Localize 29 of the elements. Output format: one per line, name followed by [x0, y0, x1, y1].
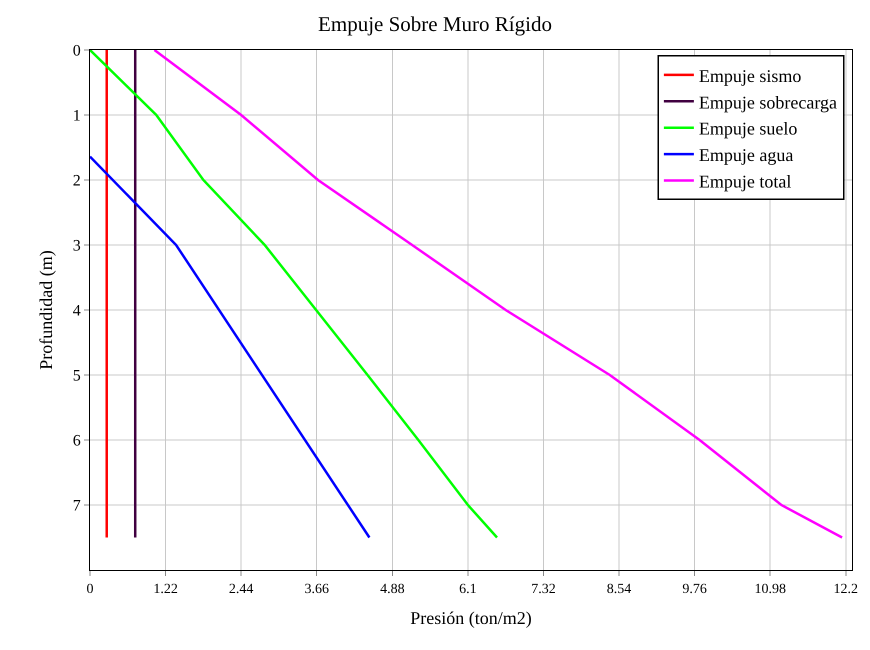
- legend-label: Empuje total: [698, 172, 792, 192]
- y-axis-title: Profundidad (m): [36, 250, 56, 370]
- x-tick-label: 9.76: [682, 582, 707, 597]
- y-tick-label: 1: [72, 108, 81, 125]
- x-tick-label: 8.54: [606, 582, 632, 597]
- x-tick-label: 12.2: [834, 582, 858, 597]
- x-tick-label: 10.98: [754, 582, 786, 597]
- x-tick-label: 1.22: [153, 582, 178, 597]
- legend-label: Empuje agua: [698, 145, 794, 166]
- y-tick-label: 2: [72, 172, 81, 190]
- x-axis-title: Presión (ton/m2): [410, 608, 532, 628]
- line-series: [90, 50, 498, 539]
- legend-label: Empuje suelo: [698, 118, 798, 139]
- y-tick-label: 6: [72, 432, 81, 450]
- x-tick-label: 3.66: [304, 582, 329, 597]
- x-tick-label: 4.88: [380, 582, 405, 597]
- legend-label: Empuje sismo: [698, 66, 802, 86]
- y-tick-label: 3: [72, 238, 81, 255]
- x-tick-label: 7.32: [531, 582, 556, 597]
- x-tick-label: 0: [86, 582, 94, 597]
- y-tick-label: 4: [72, 302, 81, 320]
- chart-title: Empuje Sobre Muro Rígido: [318, 12, 552, 36]
- y-tick-label: 5: [72, 368, 81, 385]
- legend-label: Empuje sobrecarga: [698, 92, 838, 112]
- line-series: [153, 50, 844, 539]
- x-tick-label: 6.1: [459, 582, 477, 597]
- x-tick-label: 2.44: [228, 582, 254, 597]
- y-tick-label: 0: [72, 42, 81, 60]
- y-tick-label: 7: [72, 498, 81, 515]
